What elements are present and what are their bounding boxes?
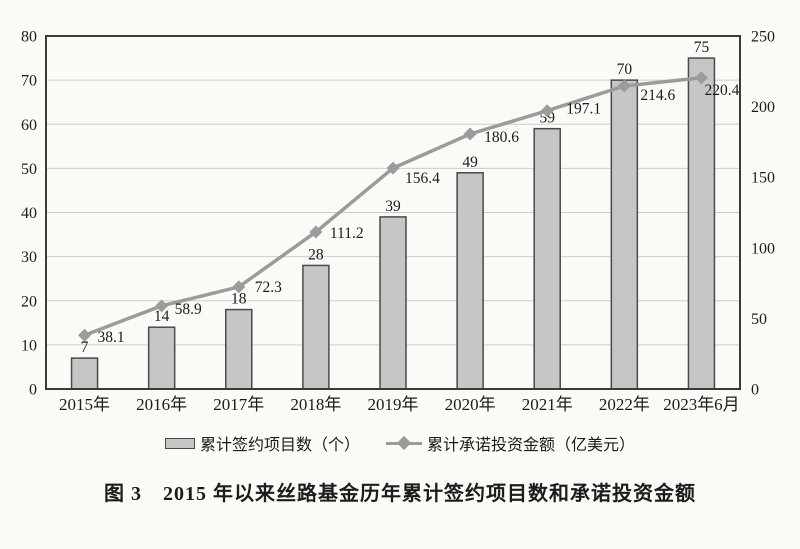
figure-caption: 图 3 2015 年以来丝路基金历年累计签约项目数和承诺投资金额 — [104, 483, 696, 505]
plot-border — [45, 35, 741, 390]
bar — [456, 172, 484, 390]
x-axis-label: 2021年 — [522, 395, 573, 414]
diamond-marker — [694, 71, 708, 85]
bar-value-label: 28 — [308, 246, 324, 263]
left-axis-tick: 20 — [21, 293, 37, 310]
diamond-marker-icon — [396, 435, 412, 451]
left-axis-tick: 80 — [21, 29, 37, 46]
right-axis-tick: 200 — [751, 99, 775, 116]
x-axis-label: 2023年6月 — [663, 395, 740, 414]
bar — [147, 326, 176, 390]
line-value-label: 72.3 — [255, 279, 282, 296]
x-axis-label: 2022年 — [599, 395, 650, 414]
right-axis-tick: 50 — [751, 311, 767, 328]
chart-legend: 累计签约项目数（个） 累计承诺投资金额（亿美元） — [0, 431, 800, 455]
diamond-marker — [540, 104, 554, 118]
left-axis-tick: 10 — [21, 337, 37, 354]
line-value-label: 111.2 — [330, 225, 364, 242]
diamond-marker — [155, 299, 169, 313]
right-axis-tick: 0 — [751, 382, 759, 399]
diamond-marker — [617, 79, 631, 93]
legend-item-line: 累计承诺投资金额（亿美元） — [386, 431, 635, 455]
line-value-label: 38.1 — [98, 329, 125, 346]
diamond-marker — [232, 280, 246, 294]
right-axis-tick: 250 — [751, 29, 775, 46]
left-axis-tick: 70 — [21, 73, 37, 90]
line-value-label: 58.9 — [175, 301, 202, 318]
bar-value-label: 70 — [617, 61, 633, 78]
bar — [302, 264, 330, 390]
x-axis-label: 2017年 — [213, 395, 264, 414]
legend-label-bars: 累计签约项目数（个） — [199, 437, 360, 454]
bar-value-label: 14 — [154, 308, 170, 325]
bar — [225, 308, 253, 390]
diamond-marker — [309, 225, 323, 239]
bar — [379, 216, 407, 390]
line-diamond-swatch-icon — [386, 435, 422, 451]
right-axis-tick: 100 — [751, 240, 775, 257]
line-value-label: 180.6 — [484, 129, 519, 146]
line-value-label: 220.4 — [704, 82, 739, 99]
right-axis-tick: 150 — [751, 170, 775, 187]
x-axis-label: 2016年 — [136, 395, 187, 414]
line-value-label: 214.6 — [640, 87, 675, 104]
line-value-label: 156.4 — [405, 170, 440, 187]
left-axis-tick: 40 — [21, 205, 37, 222]
bar — [687, 57, 716, 390]
diamond-marker — [78, 328, 92, 342]
left-axis-tick: 60 — [21, 117, 37, 134]
x-axis-label: 2019年 — [368, 395, 419, 414]
legend-item-bars: 累计签约项目数（个） — [164, 431, 360, 455]
bar — [533, 127, 561, 390]
combo-chart: 7 14 18 28 39 49 59 70 75 38.1 58.9 72.3 111.2 156.4 1… — [21, 29, 775, 415]
bar-swatch-icon — [164, 437, 195, 449]
diamond-marker — [463, 127, 477, 141]
x-axis-label: 2015年 — [59, 395, 110, 414]
bar-value-label: 49 — [462, 154, 478, 171]
left-axis-tick: 30 — [21, 249, 37, 266]
bar — [70, 357, 99, 390]
x-axis-label: 2018年 — [290, 395, 341, 414]
line-value-label: 197.1 — [566, 101, 601, 118]
legend-label-line: 累计承诺投资金额（亿美元） — [427, 437, 636, 454]
bar — [610, 79, 639, 390]
diamond-marker — [386, 161, 400, 175]
bar-value-label: 59 — [539, 110, 555, 127]
left-axis-tick: 0 — [29, 382, 37, 399]
left-axis-tick: 50 — [21, 161, 37, 178]
x-axis-label: 2020年 — [445, 395, 496, 414]
bar-value-label: 18 — [231, 291, 247, 308]
bar-value-label: 7 — [81, 339, 89, 356]
bar-value-label: 39 — [385, 198, 401, 215]
bar-value-label: 75 — [694, 39, 710, 56]
